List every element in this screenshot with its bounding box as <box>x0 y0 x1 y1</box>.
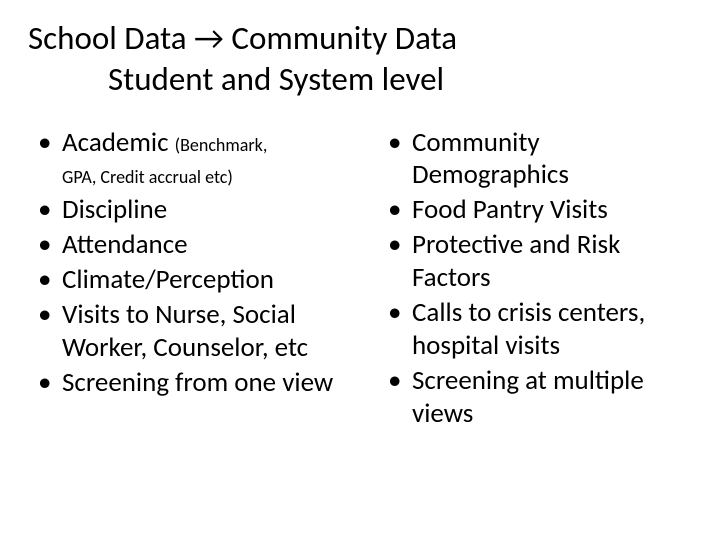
list-item: Calls to crisis centers, hospital visits <box>378 297 688 363</box>
right-column: Community Demographics Food Pantry Visit… <box>378 127 688 433</box>
item-text: Academic <box>62 126 175 159</box>
item-text: Food Pantry Visits <box>412 193 608 226</box>
item-subtext: GPA, Credit accrual etc) <box>62 166 233 188</box>
list-item: Academic (Benchmark, GPA, Credit accrual… <box>28 127 368 193</box>
item-text: Attendance <box>62 228 188 261</box>
item-text: Screening at multiple views <box>412 364 644 430</box>
item-text: Screening from one view <box>62 366 333 399</box>
item-text: Community Demographics <box>412 126 569 192</box>
list-item: Attendance <box>28 229 368 262</box>
item-subtext: (Benchmark, <box>175 134 268 156</box>
list-item: Screening at multiple views <box>378 365 688 431</box>
list-item: Community Demographics <box>378 127 688 193</box>
slide-title: School Data → Community Data Student and… <box>28 18 692 101</box>
left-list: Academic (Benchmark, GPA, Credit accrual… <box>28 127 368 401</box>
list-item: Food Pantry Visits <box>378 194 688 227</box>
item-text: Visits to Nurse, Social Worker, Counselo… <box>62 298 308 364</box>
title-line-1: School Data → Community Data <box>28 18 692 59</box>
list-item: Screening from one view <box>28 367 368 400</box>
title-line-2: Student and System level <box>28 59 692 100</box>
item-text: Discipline <box>62 193 167 226</box>
list-item: Discipline <box>28 194 368 227</box>
item-text: Protective and Risk Factors <box>412 228 620 294</box>
item-text: Climate/Perception <box>62 263 274 296</box>
left-column: Academic (Benchmark, GPA, Credit accrual… <box>28 127 368 433</box>
right-list: Community Demographics Food Pantry Visit… <box>378 127 688 431</box>
item-text: Calls to crisis centers, hospital visits <box>412 296 645 362</box>
list-item: Visits to Nurse, Social Worker, Counselo… <box>28 299 368 365</box>
list-item: Climate/Perception <box>28 264 368 297</box>
content-columns: Academic (Benchmark, GPA, Credit accrual… <box>28 127 692 433</box>
list-item: Protective and Risk Factors <box>378 229 688 295</box>
